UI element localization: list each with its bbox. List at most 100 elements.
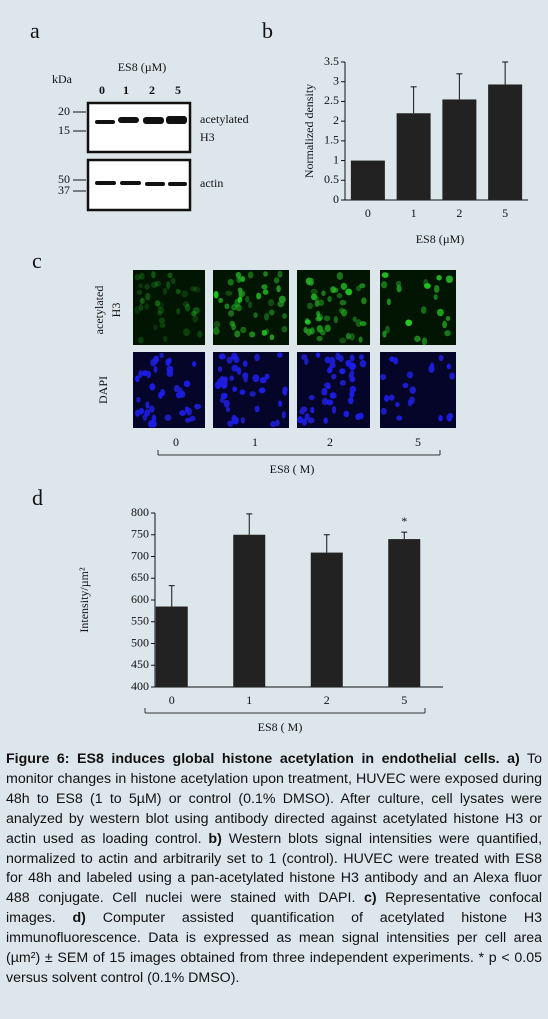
nucleus bbox=[414, 336, 421, 342]
nucleus bbox=[135, 376, 139, 383]
nucleus bbox=[254, 354, 260, 361]
y-tick-label: 0 bbox=[333, 192, 339, 206]
x-tick-label: 0 bbox=[169, 693, 175, 707]
nucleus bbox=[176, 308, 180, 314]
treatment-label: ES8 (µM) bbox=[118, 60, 167, 74]
nucleus bbox=[144, 409, 150, 416]
blot-label: actin bbox=[200, 176, 223, 190]
nucleus bbox=[194, 404, 201, 410]
nucleus bbox=[232, 386, 237, 391]
nucleus bbox=[260, 377, 267, 383]
nucleus bbox=[151, 271, 155, 278]
caption-part-label: a) bbox=[507, 751, 520, 767]
bar bbox=[156, 607, 188, 687]
nucleus bbox=[185, 418, 191, 423]
x-tick-label: 5 bbox=[401, 693, 407, 707]
nucleus bbox=[324, 316, 331, 322]
nucleus bbox=[145, 293, 150, 301]
nucleus bbox=[310, 327, 315, 334]
nucleus bbox=[389, 356, 394, 362]
nucleus bbox=[360, 360, 367, 368]
nucleus bbox=[340, 380, 346, 386]
nucleus bbox=[193, 307, 200, 314]
nucleus bbox=[283, 390, 287, 395]
nucleus bbox=[305, 413, 310, 420]
nucleus bbox=[262, 330, 267, 336]
y-tick-label: 3.5 bbox=[324, 54, 339, 68]
nucleus bbox=[270, 334, 275, 340]
nucleus bbox=[444, 330, 450, 336]
x-tick-label: 2 bbox=[456, 206, 462, 220]
nucleus bbox=[396, 281, 402, 286]
marker-label: 20 bbox=[58, 104, 70, 118]
nucleus bbox=[339, 368, 345, 374]
nucleus bbox=[356, 286, 361, 292]
nucleus bbox=[409, 386, 416, 394]
nucleus bbox=[327, 296, 331, 302]
nucleus bbox=[316, 336, 322, 341]
nucleus bbox=[276, 285, 281, 292]
nucleus bbox=[240, 389, 246, 395]
nucleus bbox=[138, 337, 144, 344]
micrograph bbox=[213, 352, 289, 428]
nucleus bbox=[171, 278, 176, 284]
nucleus bbox=[349, 373, 354, 379]
nucleus bbox=[184, 380, 190, 387]
nucleus bbox=[448, 413, 454, 419]
nucleus bbox=[439, 355, 444, 361]
unit-label: kDa bbox=[52, 72, 73, 86]
nucleus bbox=[183, 328, 190, 336]
band bbox=[95, 181, 116, 185]
y-axis-label: Intensity/µm² bbox=[77, 567, 91, 633]
nucleus bbox=[163, 336, 168, 342]
nucleus bbox=[277, 301, 284, 307]
nucleus bbox=[447, 276, 453, 283]
nucleus bbox=[334, 316, 338, 323]
nucleus bbox=[350, 386, 357, 392]
nucleus bbox=[264, 313, 269, 321]
nucleus bbox=[174, 385, 180, 392]
nucleus bbox=[167, 366, 174, 373]
nucleus bbox=[300, 406, 307, 412]
nucleus bbox=[185, 304, 190, 312]
nucleus bbox=[346, 333, 351, 340]
nucleus bbox=[339, 338, 346, 344]
nucleus bbox=[231, 353, 238, 360]
nucleus bbox=[134, 306, 140, 314]
nucleus bbox=[213, 327, 220, 335]
nucleus bbox=[249, 391, 255, 396]
nucleus bbox=[340, 300, 347, 306]
y-tick-label: 700 bbox=[131, 548, 149, 562]
y-tick-label: 2.5 bbox=[324, 93, 339, 107]
row-label: acetylated bbox=[92, 286, 106, 335]
nucleus bbox=[438, 415, 442, 421]
y-tick-label: 550 bbox=[131, 614, 149, 628]
nucleus bbox=[337, 272, 343, 280]
figure: a ES8 (µM) kDa c ES8 ( M) b d 01252015ac… bbox=[0, 0, 548, 745]
nucleus bbox=[157, 302, 164, 309]
nucleus bbox=[332, 406, 336, 414]
panel-label: a bbox=[30, 18, 40, 43]
blot-label: acetylated bbox=[200, 112, 249, 126]
nucleus bbox=[278, 400, 282, 406]
nucleus bbox=[270, 421, 276, 427]
marker-label: 37 bbox=[58, 183, 70, 197]
nucleus bbox=[232, 415, 237, 422]
bar bbox=[388, 539, 420, 687]
bar bbox=[397, 113, 431, 200]
nucleus bbox=[436, 275, 441, 280]
nucleus bbox=[153, 356, 159, 364]
nucleus bbox=[144, 303, 149, 309]
nucleus bbox=[147, 371, 151, 379]
nucleus bbox=[274, 277, 279, 283]
micrograph bbox=[133, 270, 205, 345]
nucleus bbox=[158, 392, 163, 399]
y-tick-label: 3 bbox=[333, 73, 339, 87]
nucleus bbox=[395, 402, 400, 407]
nucleus bbox=[253, 312, 257, 318]
nucleus bbox=[138, 283, 143, 288]
nucleus bbox=[220, 397, 225, 402]
y-tick-label: 0.5 bbox=[324, 172, 339, 186]
nucleus bbox=[165, 414, 172, 420]
band bbox=[95, 120, 115, 124]
